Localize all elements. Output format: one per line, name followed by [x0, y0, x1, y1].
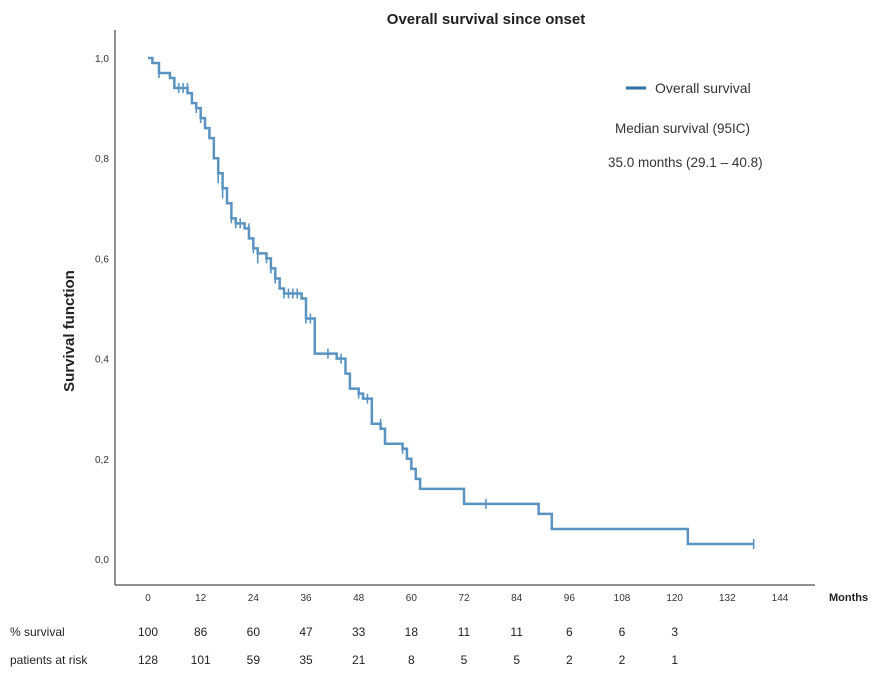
risk-row-label: patients at risk — [10, 653, 88, 667]
risk-cell: 5 — [461, 653, 468, 667]
x-tick-label: 48 — [353, 593, 365, 604]
risk-cell: 59 — [247, 653, 261, 667]
risk-cell: 2 — [619, 653, 626, 667]
x-tick-label: 24 — [248, 593, 260, 604]
x-tick-label: 0 — [145, 593, 151, 604]
risk-cell: 47 — [299, 625, 313, 639]
y-tick-label: 0,2 — [95, 455, 109, 466]
risk-cell: 100 — [138, 625, 158, 639]
risk-cell: 11 — [458, 625, 471, 639]
risk-cell: 1 — [671, 653, 678, 667]
risk-cell: 6 — [566, 625, 573, 639]
x-ticks: 0 12 24 36 48 60 72 84 96 108 120 132 144 — [145, 593, 789, 604]
x-tick-label: 96 — [564, 593, 576, 604]
risk-cell: 33 — [352, 625, 366, 639]
median-survival-value: 35.0 months (29.1 – 40.8) — [608, 155, 763, 170]
risk-cell: 60 — [247, 625, 261, 639]
legend: Overall survival — [626, 80, 751, 96]
y-axis-label: Survival function — [61, 270, 78, 392]
y-tick-label: 0,4 — [95, 355, 109, 366]
risk-cell: 21 — [352, 653, 366, 667]
x-tick-label: 144 — [772, 593, 789, 604]
risk-cell: 2 — [566, 653, 573, 667]
x-tick-label: 36 — [300, 593, 312, 604]
risk-cell: 3 — [671, 625, 678, 639]
risk-cell: 6 — [619, 625, 626, 639]
risk-cell: 35 — [299, 653, 313, 667]
x-tick-label: 12 — [195, 593, 207, 604]
chart-title: Overall survival since onset — [387, 11, 585, 28]
x-tick-label: 120 — [666, 593, 683, 604]
axes — [114, 30, 815, 586]
x-axis-unit: Months — [829, 592, 868, 604]
y-tick-label: 0,8 — [95, 154, 109, 165]
y-tick-label: 0,6 — [95, 254, 109, 265]
x-tick-label: 84 — [511, 593, 523, 604]
y-tick-label: 1,0 — [95, 54, 109, 65]
plot-area — [148, 56, 755, 549]
x-tick-label: 60 — [406, 593, 418, 604]
risk-cell: 11 — [510, 625, 523, 639]
risk-cell: 8 — [408, 653, 415, 667]
legend-label: Overall survival — [655, 80, 751, 96]
risk-cell: 86 — [194, 625, 208, 639]
y-tick-label: 0,0 — [95, 555, 109, 566]
x-tick-label: 72 — [458, 593, 470, 604]
x-tick-label: 132 — [719, 593, 736, 604]
y-ticks: 0,0 0,2 0,4 0,6 0,8 1,0 — [95, 54, 109, 566]
risk-row-label: % survival — [10, 625, 65, 639]
risk-cell: 18 — [405, 625, 419, 639]
median-survival-label: Median survival (95IC) — [615, 121, 750, 136]
risk-cell: 5 — [513, 653, 520, 667]
x-tick-label: 108 — [614, 593, 631, 604]
risk-cell: 101 — [191, 653, 211, 667]
risk-cell: 128 — [138, 653, 158, 667]
